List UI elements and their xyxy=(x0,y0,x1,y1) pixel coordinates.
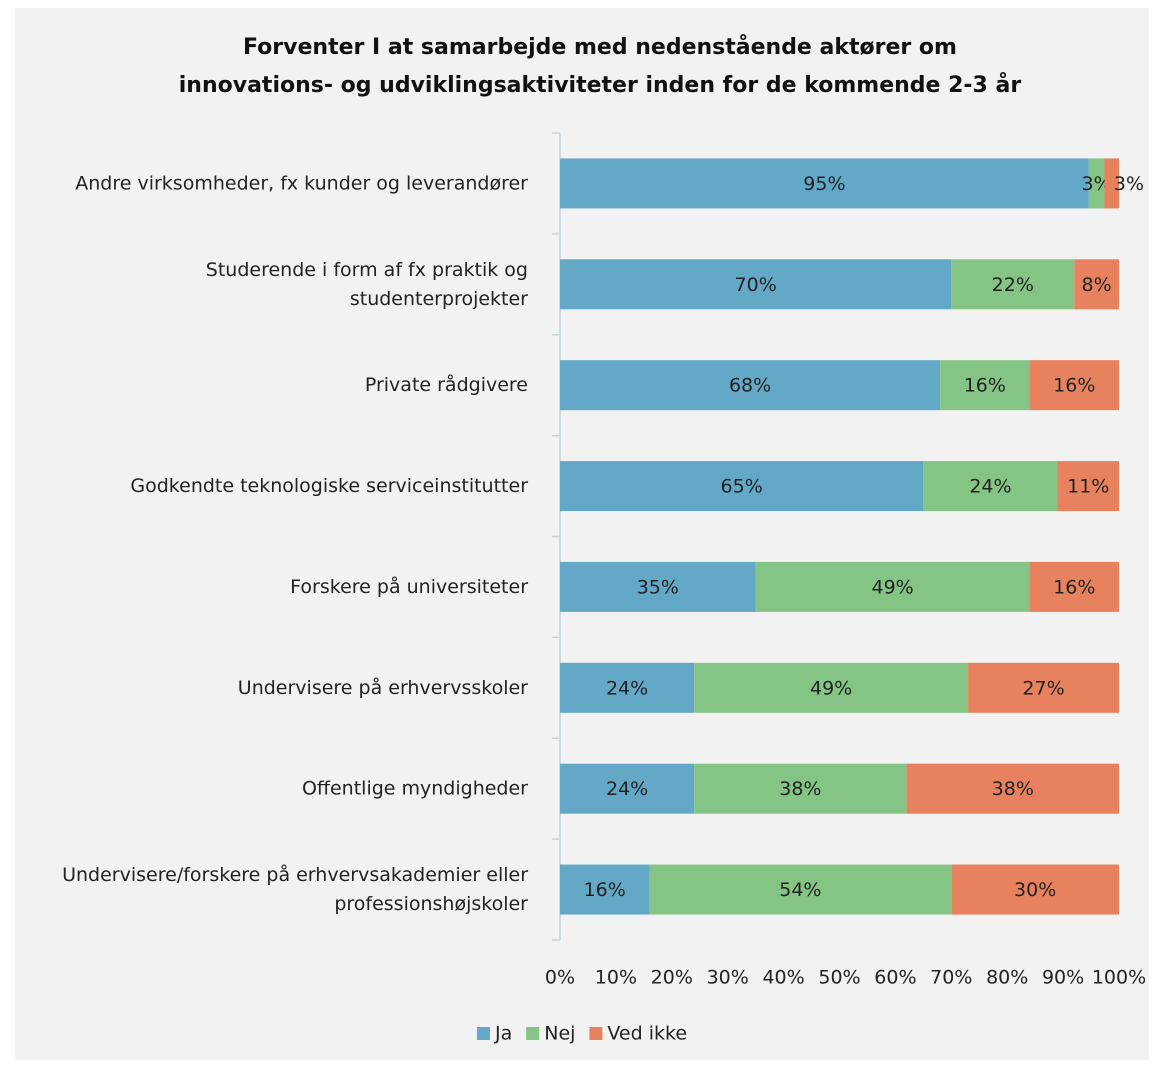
data-label: 49% xyxy=(810,677,852,699)
data-label: 16% xyxy=(1053,576,1095,598)
y-tick-label: Undervisere/forskere på erhvervsakademie… xyxy=(62,863,528,915)
x-tick-label: 0% xyxy=(545,967,575,989)
data-label: 16% xyxy=(1053,375,1095,397)
label-line: Andre virksomheder, fx kunder og leveran… xyxy=(75,172,528,194)
data-label: 70% xyxy=(735,274,777,296)
x-tick-label: 60% xyxy=(874,967,916,989)
bar-segment xyxy=(560,763,695,814)
y-tick-label: Private rådgivere xyxy=(365,373,528,396)
data-label: 3% xyxy=(1082,173,1112,195)
data-label: 16% xyxy=(964,375,1006,397)
data-label: 38% xyxy=(779,778,821,800)
bar-segment xyxy=(1029,561,1119,612)
bar-segment xyxy=(694,662,969,713)
legend-item: Nej xyxy=(526,1023,575,1045)
label-line: Offentlige myndigheder xyxy=(302,777,528,799)
bar-segment xyxy=(951,259,1075,310)
bar-segment xyxy=(1074,259,1119,310)
bar-segment xyxy=(968,662,1119,713)
legend-label: Ved ikke xyxy=(607,1023,687,1045)
bar-segment xyxy=(649,864,952,915)
bar-segment xyxy=(1057,461,1119,512)
x-tick-label: 50% xyxy=(818,967,860,989)
legend-swatch xyxy=(589,1027,603,1040)
data-label: 35% xyxy=(637,576,679,598)
data-label: 65% xyxy=(721,476,763,498)
label-line: Godkendte teknologiske serviceinstitutte… xyxy=(130,475,528,497)
bar-segment xyxy=(560,158,1089,209)
data-label: 16% xyxy=(584,879,626,901)
legend-label: Ja xyxy=(494,1023,512,1045)
data-label: 3% xyxy=(1114,173,1144,195)
y-tick-label: Forskere på universiteter xyxy=(290,574,528,597)
label-line: professionshøjskoler xyxy=(334,893,528,915)
y-tick-label: Godkendte teknologiske serviceinstitutte… xyxy=(130,475,528,497)
label-line: Forskere på universiteter xyxy=(290,574,528,597)
bar-segment xyxy=(560,561,756,612)
label-line: Undervisere/forskere på erhvervsakademie… xyxy=(62,863,528,886)
x-tick-label: 90% xyxy=(1042,967,1084,989)
data-label: 22% xyxy=(992,274,1034,296)
bar-segment xyxy=(755,561,1030,612)
label-line: Studerende i form af fx praktik og xyxy=(206,258,528,280)
x-tick-label: 10% xyxy=(595,967,637,989)
data-label: 49% xyxy=(871,576,913,598)
bar-segment xyxy=(560,259,952,310)
bar-segment xyxy=(560,662,695,713)
data-label: 38% xyxy=(992,778,1034,800)
x-tick-label: 70% xyxy=(930,967,972,989)
y-tick-label: Studerende i form af fx praktik og studen… xyxy=(206,258,528,309)
legend-swatch xyxy=(526,1027,540,1040)
data-label: 8% xyxy=(1082,274,1112,296)
legend-label: Nej xyxy=(544,1023,575,1045)
chart-title: innovations- og udviklingsaktiviteter in… xyxy=(179,72,1022,98)
bar-segment xyxy=(560,360,941,411)
bar-segment xyxy=(1104,158,1119,209)
y-tick-label: Undervisere på erhvervsskoler xyxy=(238,675,528,698)
data-label: 27% xyxy=(1022,677,1064,699)
bar-segment xyxy=(940,360,1030,411)
y-tick-label: Offentlige myndigheder xyxy=(302,777,528,799)
data-label: 11% xyxy=(1067,476,1109,498)
bar-segment xyxy=(560,864,650,915)
label-line: studenterprojekter xyxy=(350,287,528,309)
y-tick-label: Andre virksomheder, fx kunder og leveran… xyxy=(75,172,528,194)
bar-segment xyxy=(1029,360,1119,411)
label-line: Private rådgivere xyxy=(365,373,528,396)
x-tick-label: 40% xyxy=(762,967,804,989)
data-label: 54% xyxy=(779,879,821,901)
data-label: 95% xyxy=(803,173,845,195)
legend-swatch xyxy=(476,1027,490,1040)
data-label: 68% xyxy=(729,375,771,397)
bar-segment xyxy=(694,763,907,814)
x-tick-label: 20% xyxy=(651,967,693,989)
data-label: 30% xyxy=(1014,879,1056,901)
x-tick-label: 100% xyxy=(1092,967,1146,989)
data-label: 24% xyxy=(969,476,1011,498)
chart-title: Forventer I at samarbejde med nedenståen… xyxy=(243,34,957,60)
data-label: 24% xyxy=(606,677,648,699)
x-tick-label: 30% xyxy=(707,967,749,989)
bar-segment xyxy=(560,461,924,512)
legend-item: Ja xyxy=(476,1023,512,1045)
bar-segment xyxy=(951,864,1119,915)
x-tick-label: 80% xyxy=(986,967,1028,989)
bar-segment xyxy=(906,763,1119,814)
bar-segment xyxy=(1088,158,1105,209)
legend-item: Ved ikke xyxy=(589,1023,687,1045)
bar-segment xyxy=(923,461,1058,512)
data-label: 24% xyxy=(606,778,648,800)
label-line: Undervisere på erhvervsskoler xyxy=(238,675,528,698)
